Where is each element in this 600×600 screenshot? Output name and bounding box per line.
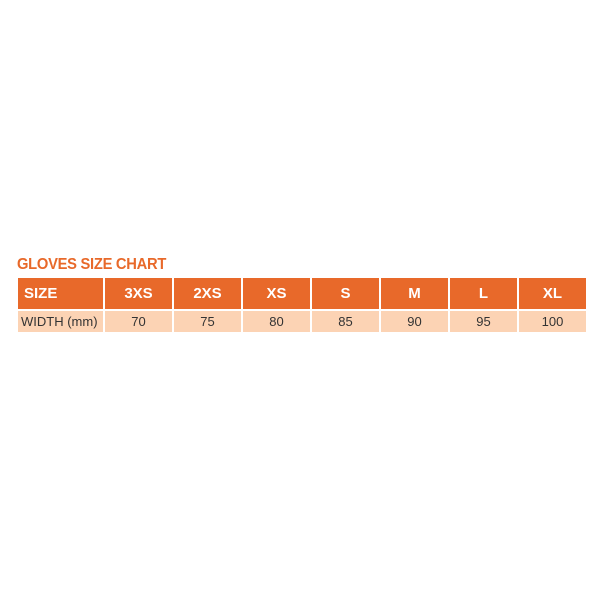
header-cell: XL (519, 278, 586, 309)
header-cell: XS (243, 278, 310, 309)
header-cell: L (450, 278, 517, 309)
row-cell: 95 (450, 311, 517, 332)
header-cell: 3XS (105, 278, 172, 309)
width-row: WIDTH (mm) 70 75 80 85 90 95 100 (18, 311, 586, 332)
row-cell: 75 (174, 311, 241, 332)
row-cell: 100 (519, 311, 586, 332)
header-cell: 2XS (174, 278, 241, 309)
header-cell: S (312, 278, 379, 309)
row-cell: 80 (243, 311, 310, 332)
header-cell: SIZE (18, 278, 103, 309)
row-cell: WIDTH (mm) (18, 311, 103, 332)
header-cell: M (381, 278, 448, 309)
chart-title: GLOVES SIZE CHART (17, 256, 167, 273)
row-cell: 90 (381, 311, 448, 332)
row-cell: 85 (312, 311, 379, 332)
size-table: SIZE 3XS 2XS XS S M L XL WIDTH (mm) 70 7… (16, 276, 588, 334)
row-cell: 70 (105, 311, 172, 332)
header-row: SIZE 3XS 2XS XS S M L XL (18, 278, 586, 309)
